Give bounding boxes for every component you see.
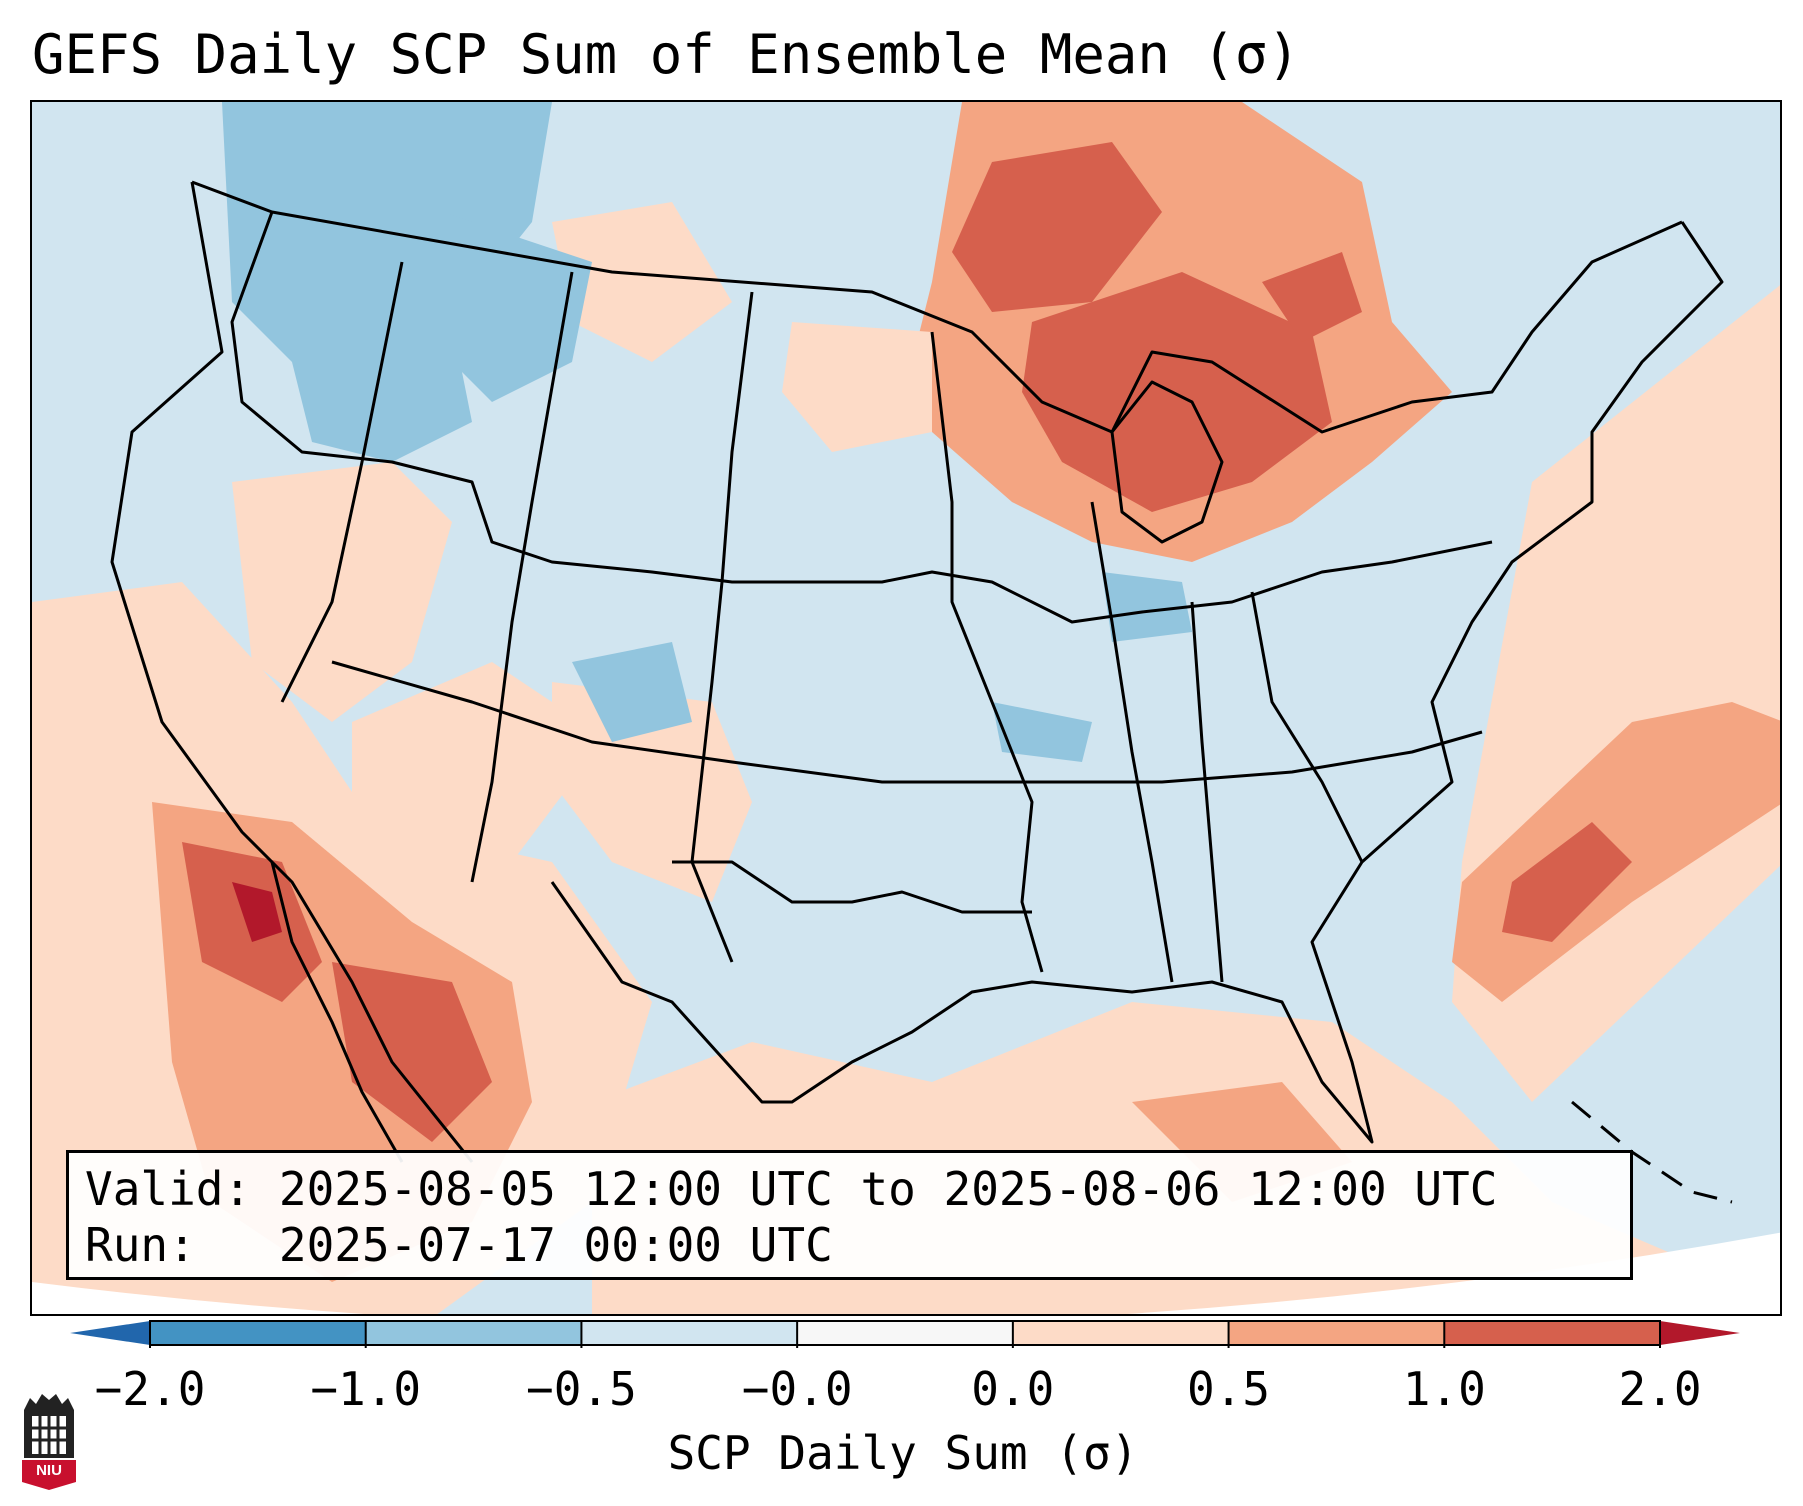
- colorbar-segment: [581, 1321, 798, 1345]
- state-border-line-2: [280, 261, 404, 703]
- state-border-line-4: [690, 291, 754, 963]
- colorbar-segment: [1012, 1321, 1230, 1345]
- caribbean-islands: [1571, 1100, 1733, 1204]
- colorbar-tick-label: −1.0: [310, 1362, 422, 1416]
- colorbar: [70, 1320, 1740, 1348]
- colorbar-tick-label: −2.0: [94, 1362, 206, 1416]
- colorbar-segment: [797, 1321, 1014, 1345]
- colorbar-segment: [365, 1321, 582, 1345]
- pacific-coastline: [110, 181, 474, 1163]
- atlantic-gulf-coastline: [550, 221, 1724, 1144]
- colorbar-under-extension: [70, 1321, 150, 1345]
- valid-label: Valid:: [85, 1162, 252, 1216]
- colorbar-tick-label: 2.0: [1618, 1362, 1702, 1416]
- northern-border: [191, 180, 1683, 434]
- scp-anomaly-map: [32, 102, 1780, 1314]
- colorbar-over-extension: [1660, 1321, 1740, 1345]
- colorbar-tick-label: −0.0: [741, 1362, 853, 1416]
- state-border-line-5: [331, 660, 1483, 784]
- state-border-line-7: [1090, 501, 1174, 983]
- positive-anomaly-areas: [32, 102, 1780, 1314]
- colorbar-label: SCP Daily Sum (σ): [667, 1426, 1139, 1480]
- state-border-line-9: [1250, 591, 1364, 863]
- run-value: 2025-07-17 00:00 UTC: [278, 1218, 833, 1272]
- colorbar-tick-label: 0.0: [971, 1362, 1055, 1416]
- negative-anomaly-areas: [222, 102, 1192, 762]
- map-panel: [30, 100, 1782, 1316]
- state-border-line-10: [672, 860, 1032, 914]
- valid-value: 2025-08-05 12:00 UTC to 2025-08-06 12:00…: [278, 1162, 1498, 1216]
- colorbar-tick-label: 0.5: [1187, 1362, 1271, 1416]
- niu-building-icon: NIU: [20, 1390, 78, 1490]
- logo-text: NIU: [36, 1462, 62, 1479]
- projection-edge-mask: [32, 1232, 1780, 1314]
- colorbar-tick-label: −0.5: [526, 1362, 637, 1416]
- baja-coastline: [270, 861, 404, 1163]
- state-border-line-1: [230, 211, 1493, 624]
- map-title: GEFS Daily SCP Sum of Ensemble Mean (σ): [32, 23, 1300, 86]
- valid-time-box: Valid: 2025-08-05 12:00 UTC to 2025-08-0…: [66, 1150, 1633, 1280]
- state-border-line-6: [930, 331, 1044, 973]
- state-border-line-8: [1190, 601, 1224, 983]
- colorbar-segment: [150, 1321, 367, 1345]
- coastlines-and-borders: [110, 180, 1733, 1204]
- great-lakes-outline: [1110, 380, 1224, 544]
- run-label: Run:: [85, 1218, 196, 1272]
- colorbar-segment: [1228, 1321, 1445, 1345]
- colorbar-segment: [1444, 1321, 1661, 1345]
- colorbar-tick-label: 1.0: [1402, 1362, 1486, 1416]
- state-border-line-3: [470, 271, 574, 883]
